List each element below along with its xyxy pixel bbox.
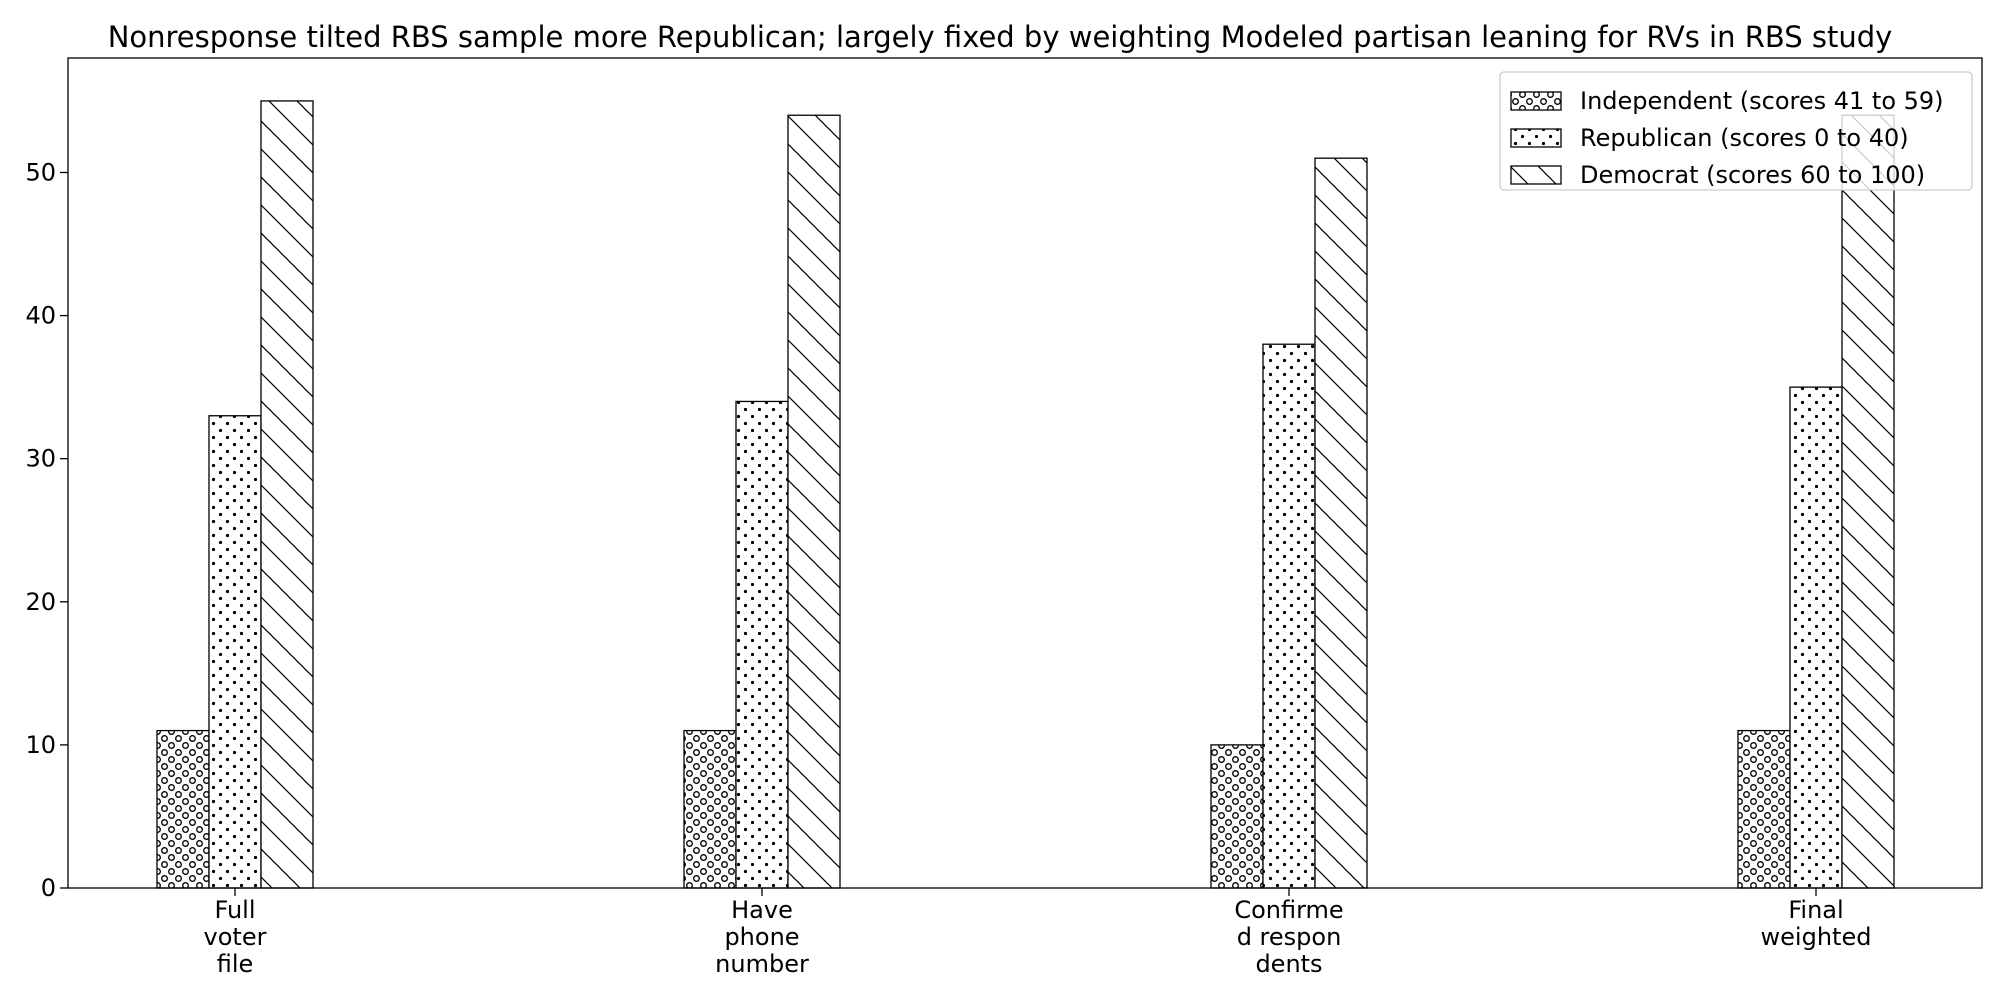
bar-2-4 <box>1789 386 1843 889</box>
bar-1-1 <box>156 729 210 889</box>
bar-1-3 <box>1210 744 1264 889</box>
x-tick-label: Final <box>1788 896 1843 924</box>
bar-3-1 <box>260 100 314 889</box>
x-tick-label: Confirme <box>1234 896 1343 924</box>
bar-2-1 <box>208 415 262 889</box>
bar-2-3 <box>1262 343 1316 889</box>
x-tick-label: voter <box>204 923 267 951</box>
y-tick-label: 20 <box>25 588 56 616</box>
bar-2-2 <box>735 400 789 889</box>
legend-swatch <box>1510 128 1562 148</box>
legend-label: Democrat (scores 60 to 100) <box>1580 161 1925 189</box>
x-tick-label: d respon <box>1237 923 1342 951</box>
legend-label: Independent (scores 41 to 59) <box>1580 87 1944 115</box>
bar-3-2 <box>787 114 841 889</box>
legend-swatch <box>1510 91 1562 111</box>
y-tick-label: 10 <box>25 731 56 759</box>
bar-3-3 <box>1314 157 1368 889</box>
x-tick-label: phone <box>724 923 799 951</box>
legend: Independent (scores 41 to 59) Republican … <box>1499 71 1973 191</box>
legend-swatch <box>1510 165 1562 185</box>
x-tick-label: number <box>715 950 809 978</box>
x-tick-label: weighted <box>1761 923 1872 951</box>
bar-3-4 <box>1841 114 1895 889</box>
y-tick-label: 50 <box>25 158 56 186</box>
chart-title: Nonresponse tilted RBS sample more Repub… <box>107 20 1893 54</box>
y-tick-label: 40 <box>25 302 56 330</box>
x-tick-label: Full <box>214 896 255 924</box>
bar-1-4 <box>1737 729 1791 889</box>
legend-label: Republican (scores 0 to 40) <box>1580 124 1909 152</box>
y-tick-label: 30 <box>25 445 56 473</box>
x-tick-label: Have <box>731 896 793 924</box>
bar-1-2 <box>683 729 737 889</box>
bars-layer <box>156 100 1895 889</box>
x-tick-label: file <box>217 950 254 978</box>
plot-frame <box>67 57 1983 889</box>
legend-box <box>1499 71 1973 191</box>
y-tick-label: 0 <box>41 874 56 902</box>
x-tick-label: dents <box>1255 950 1322 978</box>
